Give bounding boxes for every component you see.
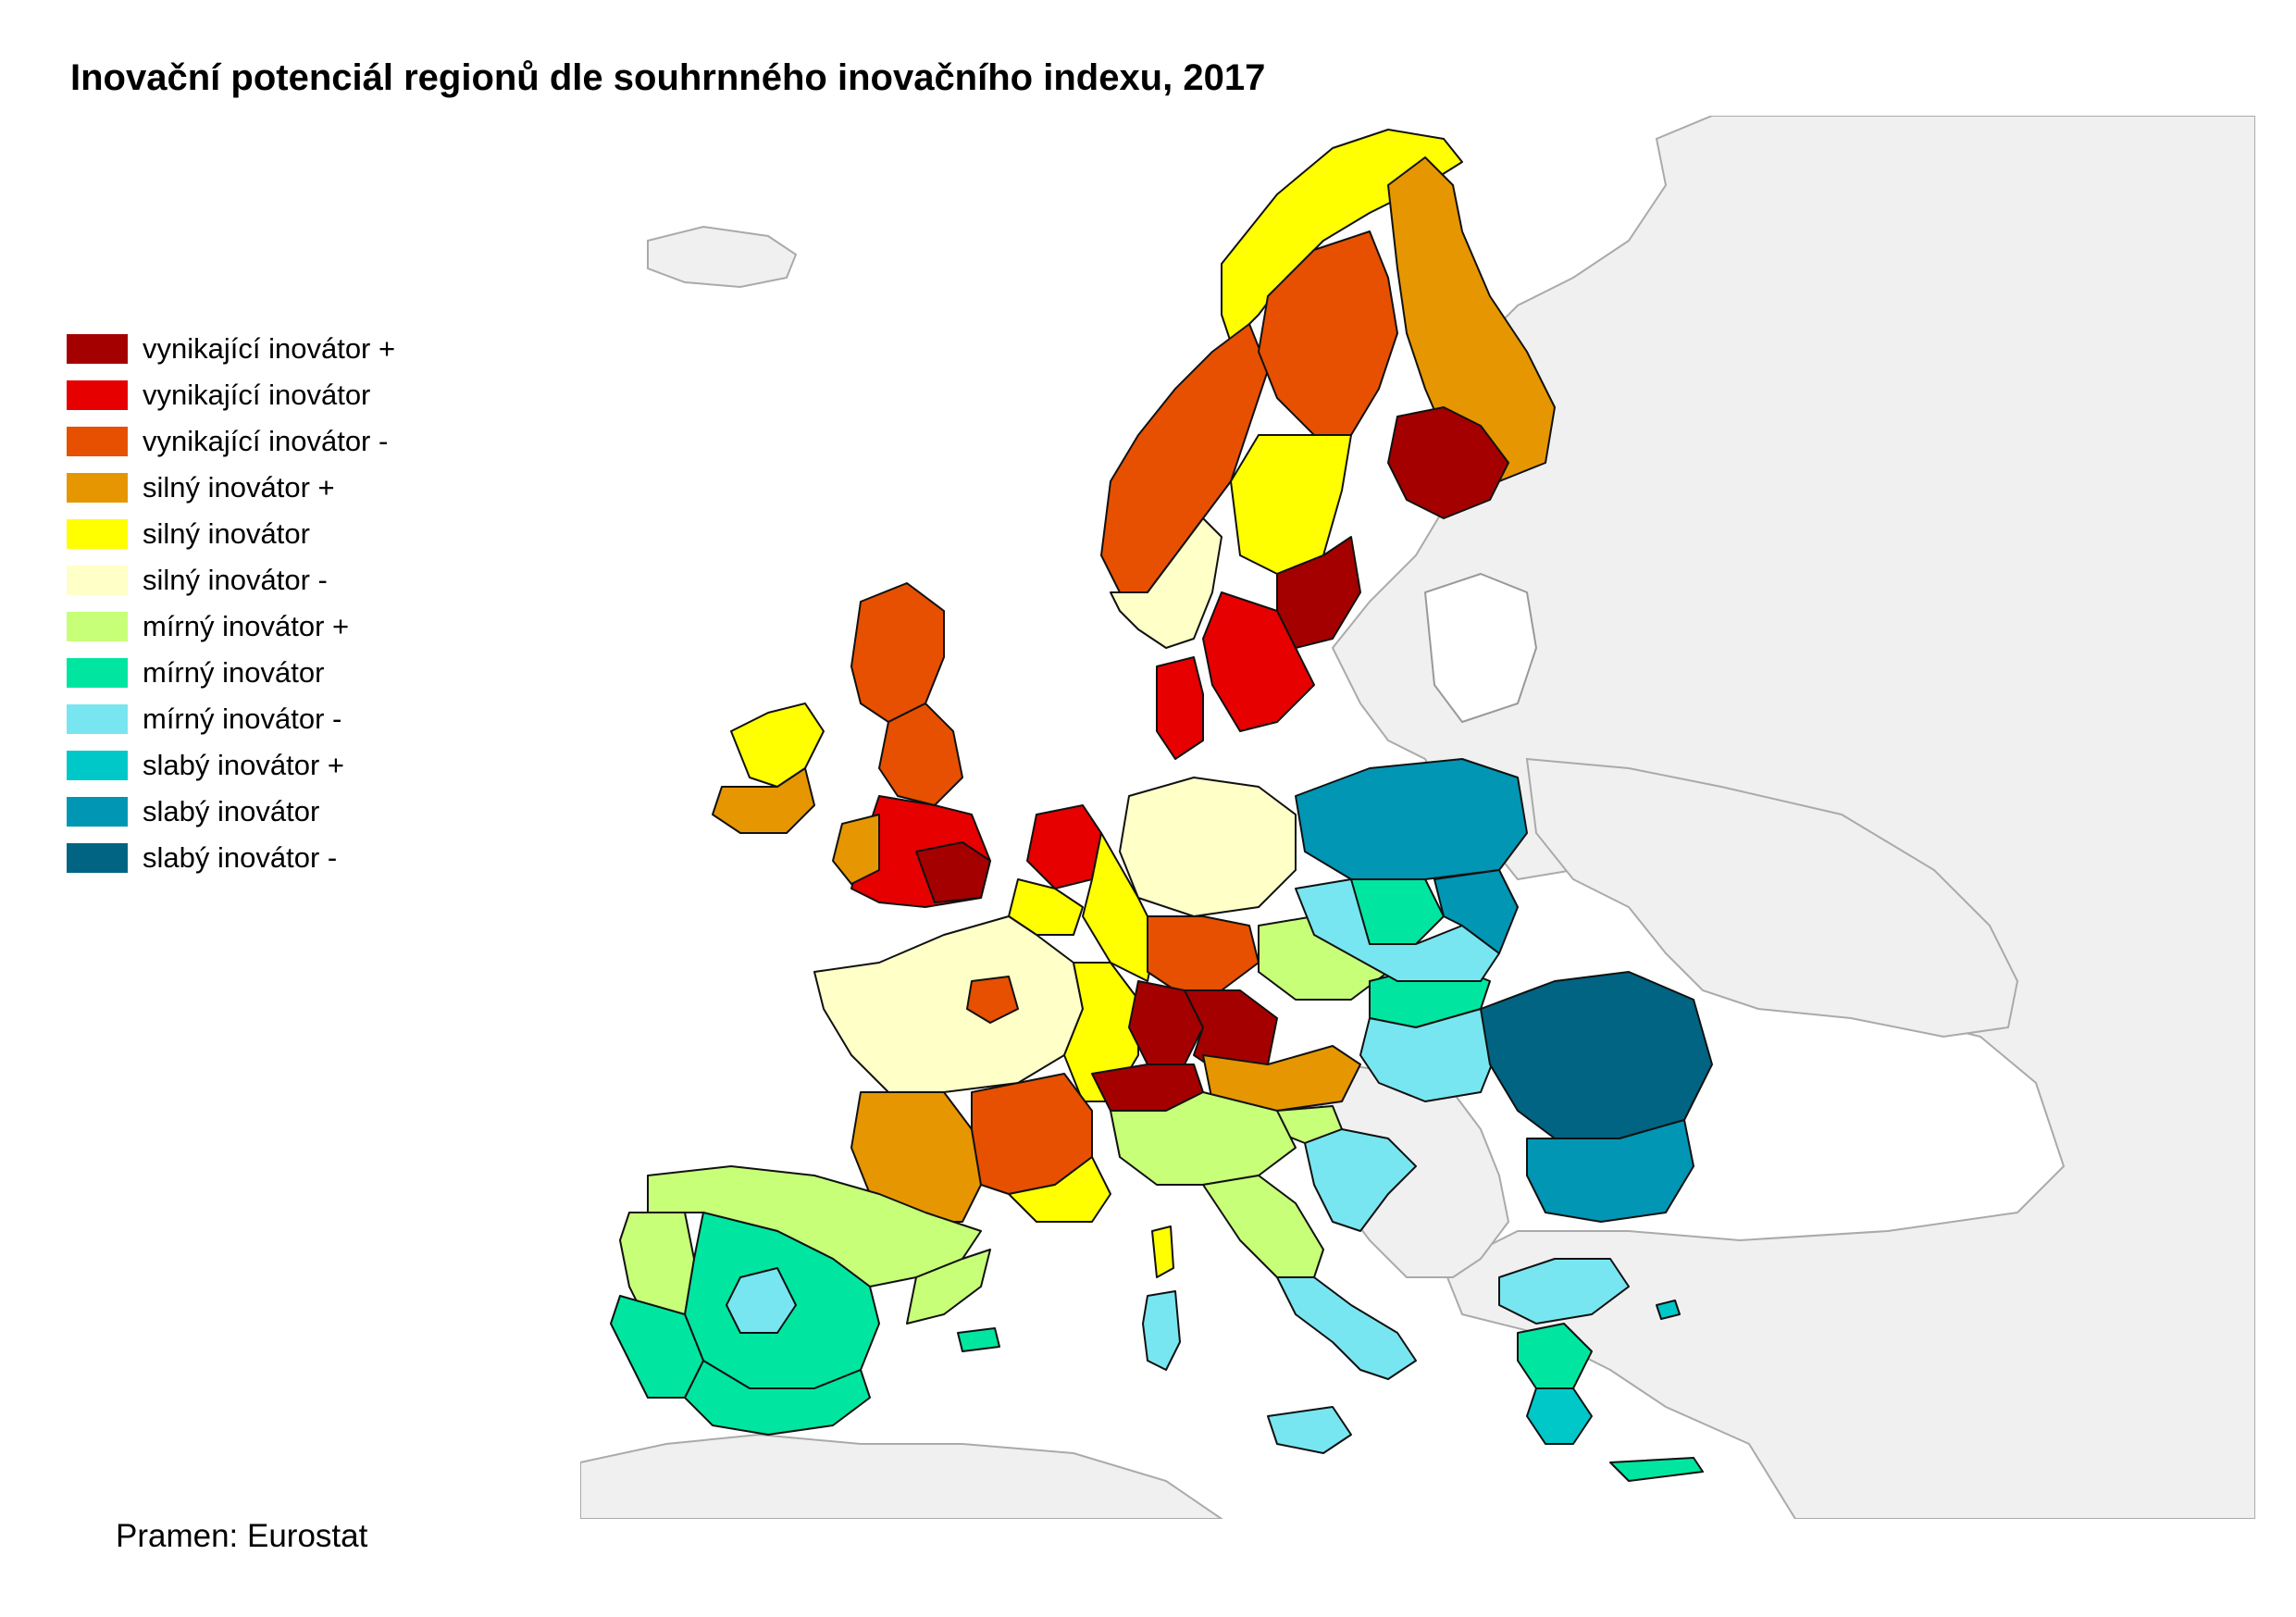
- source-note: Pramen: Eurostat: [116, 1518, 368, 1554]
- region-crete: [1609, 1457, 1704, 1482]
- region-france-southwest: [850, 1091, 982, 1223]
- legend-swatch: [67, 427, 128, 456]
- legend-item-modest-minus: slabý inovátor -: [67, 835, 395, 881]
- legend-label: mírný inovátor -: [143, 703, 342, 735]
- legend-label: slabý inovátor -: [143, 841, 338, 874]
- iceland: [647, 225, 798, 289]
- legend-item-leading: vynikající inovátor: [67, 372, 395, 418]
- legend-swatch: [67, 519, 128, 549]
- region-greece-north: [1498, 1258, 1630, 1325]
- legend-item-strong-minus: silný inovátor -: [67, 557, 395, 603]
- legend-swatch: [67, 797, 128, 827]
- north-africa: [580, 1433, 1223, 1519]
- legend-item-modest-plus: slabý inovátor +: [67, 742, 395, 789]
- region-helsinki: [1387, 406, 1509, 519]
- legend-item-leading-minus: vynikající inovátor -: [67, 418, 395, 465]
- region-ireland-south: [712, 767, 815, 834]
- region-germany-central: [1147, 915, 1260, 991]
- belarus-ukraine: [1525, 757, 2019, 1039]
- legend-swatch: [67, 843, 128, 873]
- region-denmark: [1156, 656, 1204, 760]
- region-italy-south: [1276, 1276, 1417, 1380]
- legend-swatch: [67, 380, 128, 410]
- legend-label: mírný inovátor: [143, 656, 325, 689]
- region-norway-south: [1110, 517, 1222, 649]
- region-sardinia: [1142, 1290, 1181, 1371]
- europe-map: [580, 116, 2255, 1519]
- legend-swatch: [67, 566, 128, 595]
- region-aegean-islands: [1656, 1300, 1681, 1320]
- region-italy-north: [1110, 1091, 1297, 1186]
- legend-swatch: [67, 473, 128, 503]
- region-croatia: [1304, 1128, 1417, 1232]
- legend-item-moderate: mírný inovátor: [67, 650, 395, 696]
- map-title: Inovační potenciál regionů dle souhrnnéh…: [70, 57, 1266, 98]
- region-sweden-north: [1258, 230, 1398, 436]
- region-sicily: [1267, 1406, 1352, 1454]
- region-sweden-central: [1230, 434, 1352, 575]
- legend-label: slabý inovátor +: [143, 749, 344, 781]
- region-poland-north: [1295, 758, 1528, 880]
- map-legend: vynikající inovátor + vynikající inováto…: [67, 326, 395, 881]
- region-hungary: [1359, 1008, 1500, 1102]
- region-wales: [832, 814, 880, 885]
- region-london-east: [915, 841, 991, 903]
- region-ireland-bmw: [730, 703, 825, 788]
- region-germany-north: [1119, 777, 1297, 917]
- legend-label: silný inovátor: [143, 517, 310, 550]
- region-provence: [1008, 1156, 1111, 1223]
- legend-swatch: [67, 704, 128, 734]
- region-mazowieckie: [1433, 869, 1519, 954]
- legend-item-moderate-plus: mírný inovátor +: [67, 603, 395, 650]
- legend-label: mírný inovátor +: [143, 610, 350, 642]
- region-corsica: [1151, 1225, 1174, 1278]
- legend-item-modest: slabý inovátor: [67, 789, 395, 835]
- region-balearic: [957, 1327, 1000, 1352]
- region-ile-de-france: [966, 976, 1019, 1024]
- legend-item-moderate-minus: mírný inovátor -: [67, 696, 395, 742]
- legend-item-leading-plus: vynikající inovátor +: [67, 326, 395, 372]
- legend-label: silný inovátor +: [143, 471, 335, 504]
- region-finland-north: [1387, 156, 1556, 482]
- region-spain-south: [684, 1360, 871, 1436]
- legend-item-strong: silný inovátor: [67, 511, 395, 557]
- region-baltics: [1424, 573, 1537, 723]
- region-bulgaria: [1526, 1119, 1694, 1223]
- legend-label: vynikající inovátor +: [143, 332, 396, 365]
- legend-swatch: [67, 334, 128, 364]
- legend-item-strong-plus: silný inovátor +: [67, 465, 395, 511]
- legend-label: vynikající inovátor: [143, 379, 371, 411]
- legend-label: slabý inovátor: [143, 795, 320, 827]
- eu-regions: [610, 129, 1713, 1482]
- legend-swatch: [67, 751, 128, 780]
- region-sweden-south: [1202, 591, 1315, 732]
- region-madrid: [726, 1267, 797, 1334]
- region-italy-central: [1202, 1175, 1324, 1278]
- region-greece-south: [1526, 1387, 1593, 1445]
- region-germany-west: [1082, 832, 1158, 982]
- legend-swatch: [67, 658, 128, 688]
- region-england-north: [878, 703, 963, 806]
- legend-swatch: [67, 612, 128, 641]
- legend-label: vynikající inovátor -: [143, 425, 389, 457]
- region-portugal-south: [610, 1295, 704, 1399]
- region-spain-catalonia: [906, 1249, 991, 1325]
- legend-label: silný inovátor -: [143, 564, 328, 596]
